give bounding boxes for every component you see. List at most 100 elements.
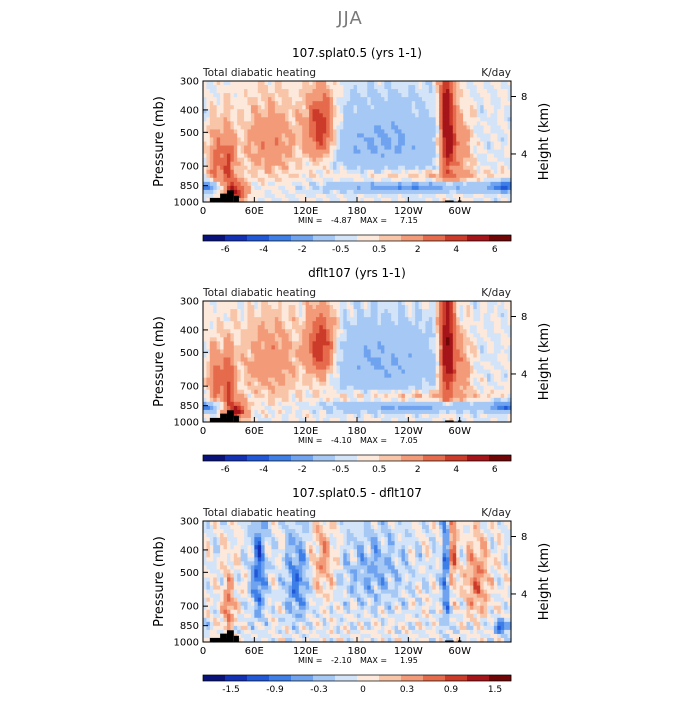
heatmap-cell — [405, 349, 409, 354]
heatmap-cell — [412, 329, 416, 334]
heatmap-cell — [347, 402, 351, 407]
heatmap-cell — [292, 117, 296, 122]
heatmap-cell — [357, 97, 361, 102]
heatmap-cell — [378, 174, 382, 179]
heatmap-cell — [357, 154, 361, 159]
heatmap-cell — [364, 81, 368, 86]
heatmap-cell — [241, 345, 245, 350]
heatmap-cell — [425, 89, 429, 94]
heatmap-cell — [443, 133, 447, 138]
heatmap-cell — [398, 174, 402, 179]
heatmap-cell — [449, 410, 453, 415]
heatmap-cell — [408, 117, 412, 122]
heatmap-cell — [364, 374, 368, 379]
heatmap-cell — [237, 137, 241, 142]
heatmap-cell — [224, 121, 228, 126]
heatmap-cell — [220, 329, 224, 334]
heatmap-cell — [401, 105, 405, 110]
heatmap-cell — [494, 97, 498, 102]
heatmap-cell — [470, 182, 474, 187]
heatmap-cell — [323, 190, 327, 195]
heatmap-cell — [395, 97, 399, 102]
x-tick-label: 60E — [245, 206, 264, 217]
heatmap-cell — [347, 186, 351, 191]
heatmap-cell — [244, 137, 248, 142]
heatmap-cell — [217, 154, 221, 159]
heatmap-cell — [323, 353, 327, 358]
heatmap-cell — [306, 362, 310, 367]
heatmap-cell — [374, 386, 378, 391]
heatmap-cell — [319, 333, 323, 338]
heatmap-cell — [278, 406, 282, 411]
heatmap-cell — [203, 309, 207, 314]
heatmap-cell — [224, 394, 228, 399]
heatmap-cell — [309, 129, 313, 134]
heatmap-cell — [227, 333, 231, 338]
heatmap-cell — [247, 321, 251, 326]
heatmap-cell — [210, 357, 214, 362]
heatmap-cell — [453, 398, 457, 403]
heatmap-cell — [241, 313, 245, 318]
heatmap-cell — [487, 85, 491, 90]
heatmap-cell — [497, 182, 501, 187]
heatmap-cell — [285, 137, 289, 142]
heatmap-cell — [265, 357, 269, 362]
heatmap-cell — [241, 386, 245, 391]
heatmap-cell — [460, 182, 464, 187]
heatmap-cell — [436, 317, 440, 322]
heatmap-cell — [295, 378, 299, 383]
heatmap-cell — [374, 382, 378, 387]
heatmap-cell — [453, 329, 457, 334]
heatmap-cell — [224, 305, 228, 310]
heatmap-cell — [412, 121, 416, 126]
heatmap-cell — [323, 337, 327, 342]
heatmap-cell — [265, 150, 269, 155]
heatmap-cell — [261, 166, 265, 171]
heatmap-cell — [378, 154, 382, 159]
heatmap-cell — [347, 174, 351, 179]
heatmap-cell — [306, 174, 310, 179]
heatmap-cell — [313, 105, 317, 110]
heatmap-cell — [217, 129, 221, 134]
heatmap-cell — [343, 325, 347, 330]
heatmap-cell — [275, 313, 279, 318]
heatmap-cell — [289, 390, 293, 395]
heatmap-cell — [388, 317, 392, 322]
heatmap-cell — [408, 150, 412, 155]
heatmap-cell — [265, 101, 269, 106]
heatmap-cell — [330, 349, 334, 354]
heatmap-cell — [378, 366, 382, 371]
heatmap-cell — [347, 333, 351, 338]
heatmap-cell — [473, 166, 477, 171]
heatmap-cell — [412, 162, 416, 167]
heatmap-cell — [460, 81, 464, 86]
heatmap-cell — [282, 182, 286, 187]
heatmap-cell — [347, 406, 351, 411]
heatmap-cell — [343, 402, 347, 407]
heatmap-cell — [313, 349, 317, 354]
heatmap-cell — [340, 129, 344, 134]
heatmap-cell — [333, 85, 337, 90]
heatmap-cell — [326, 158, 330, 163]
heatmap-cell — [265, 370, 269, 375]
heatmap-cell — [432, 341, 436, 346]
heatmap-cell — [350, 362, 354, 367]
heatmap-cell — [247, 402, 251, 407]
heatmap-cell — [316, 154, 320, 159]
heatmap-cell — [302, 366, 306, 371]
heatmap-cell — [398, 390, 402, 395]
heatmap-cell — [354, 398, 358, 403]
heatmap-cell — [425, 150, 429, 155]
heatmap-cell — [446, 113, 450, 118]
heatmap-cell — [326, 402, 330, 407]
heatmap-cell — [487, 133, 491, 138]
heatmap-cell — [336, 150, 340, 155]
chart-units-label: K/day — [481, 287, 511, 299]
heatmap-cell — [251, 325, 255, 330]
heatmap-cell — [299, 337, 303, 342]
heatmap-cell — [391, 345, 395, 350]
heatmap-cell — [309, 378, 313, 383]
heatmap-cell — [330, 410, 334, 415]
heatmap-cell — [405, 337, 409, 342]
heatmap-cell — [446, 170, 450, 175]
